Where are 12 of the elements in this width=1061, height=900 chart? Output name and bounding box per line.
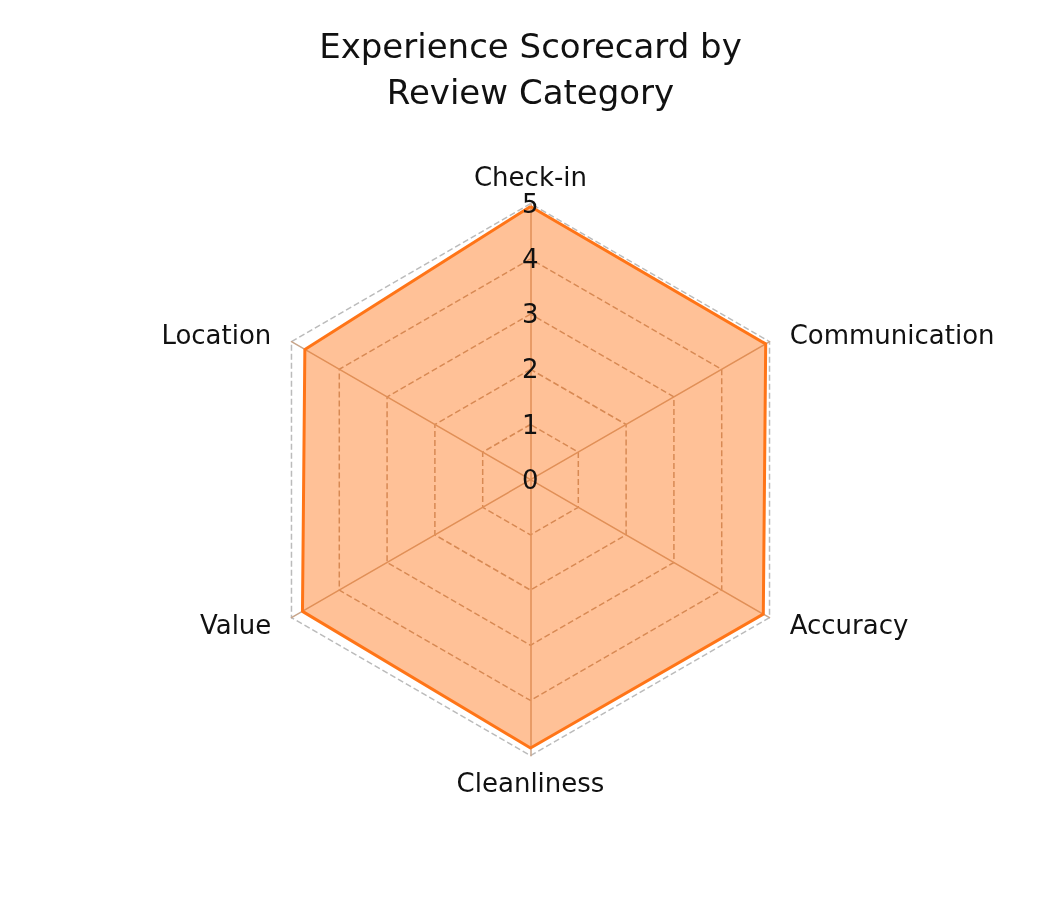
- chart-title: Experience Scorecard by Review Category: [319, 26, 742, 112]
- y-tick-label: 0: [521, 464, 539, 495]
- y-tick-label: 3: [521, 299, 539, 330]
- y-tick-label: 1: [521, 409, 539, 440]
- spoke-label: Accuracy: [789, 609, 909, 640]
- spoke-label: Value: [199, 609, 272, 640]
- spoke-label: Cleanliness: [456, 767, 605, 798]
- spoke-label: Location: [161, 319, 272, 350]
- spoke-label: Check-in: [473, 161, 588, 192]
- y-tick-label: 2: [521, 354, 539, 385]
- y-tick-label: 4: [521, 243, 539, 274]
- spoke-label: Communication: [789, 319, 995, 350]
